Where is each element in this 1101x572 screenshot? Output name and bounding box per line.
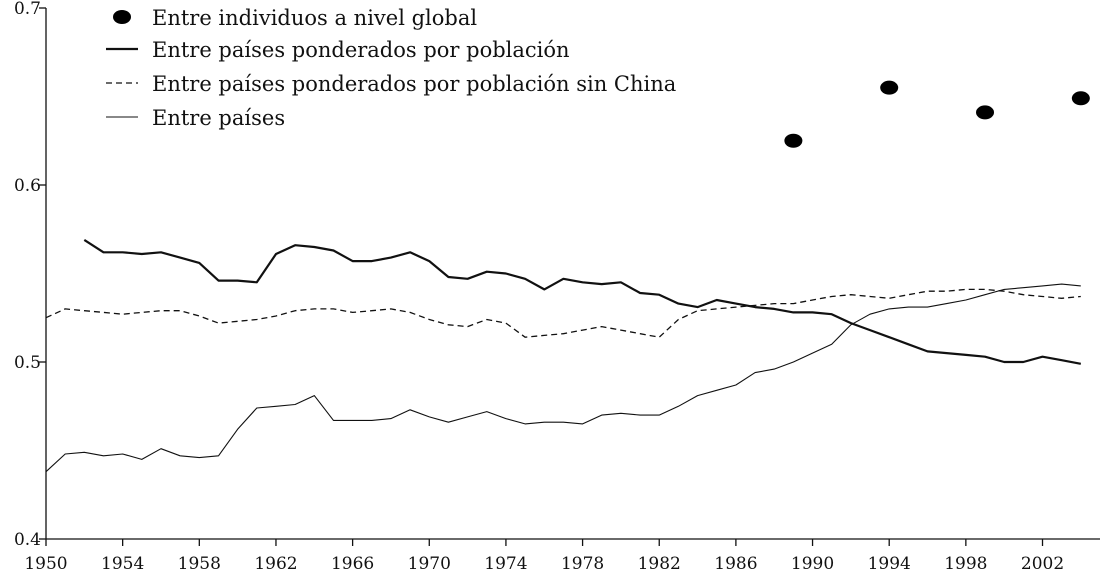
x-tick-label: 1962 bbox=[254, 554, 297, 572]
x-tick-label: 1966 bbox=[331, 554, 374, 572]
y-tick-label: 0.4 bbox=[14, 530, 41, 550]
x-tick-label: 1954 bbox=[101, 554, 144, 572]
x-ticks: 1950 1954 1958 1962 1966 1970 1974 1978 1982 1986… bbox=[24, 539, 1064, 572]
x-tick-label: 1950 bbox=[24, 554, 67, 572]
legend-label: Entre países bbox=[152, 106, 285, 130]
axes bbox=[45, 8, 1100, 540]
series-4-line bbox=[45, 283, 1081, 473]
series-3-line bbox=[45, 288, 1081, 338]
series-layer bbox=[45, 80, 1090, 473]
series-1-point bbox=[880, 80, 899, 95]
y-ticks: 0.4 0.5 0.6 0.7 bbox=[14, 0, 46, 550]
legend: Entre individuos a nivel global Entre paí… bbox=[106, 6, 676, 130]
series-1-point bbox=[976, 105, 995, 120]
legend-label: Entre países ponderados por población si… bbox=[152, 72, 676, 96]
legend-label: Entre individuos a nivel global bbox=[152, 6, 477, 30]
legend-label: Entre países ponderados por población bbox=[152, 38, 570, 62]
x-tick-label: 1970 bbox=[408, 554, 451, 572]
x-tick-label: 2002 bbox=[1021, 554, 1064, 572]
x-tick-label: 1994 bbox=[868, 554, 911, 572]
legend-marker-dot bbox=[113, 10, 131, 24]
x-tick-label: 1986 bbox=[714, 554, 757, 572]
y-tick-label: 0.5 bbox=[14, 353, 41, 373]
x-tick-label: 1982 bbox=[638, 554, 681, 572]
series-2-line bbox=[83, 238, 1082, 365]
x-tick-label: 1990 bbox=[791, 554, 834, 572]
series-1-point bbox=[784, 133, 803, 148]
y-tick-label: 0.6 bbox=[14, 176, 41, 196]
x-tick-label: 1974 bbox=[484, 554, 527, 572]
x-tick-label: 1958 bbox=[178, 554, 221, 572]
series-1-point bbox=[1071, 91, 1090, 106]
x-tick-label: 1978 bbox=[561, 554, 604, 572]
y-tick-label: 0.7 bbox=[14, 0, 41, 19]
x-tick-label: 1998 bbox=[944, 554, 987, 572]
